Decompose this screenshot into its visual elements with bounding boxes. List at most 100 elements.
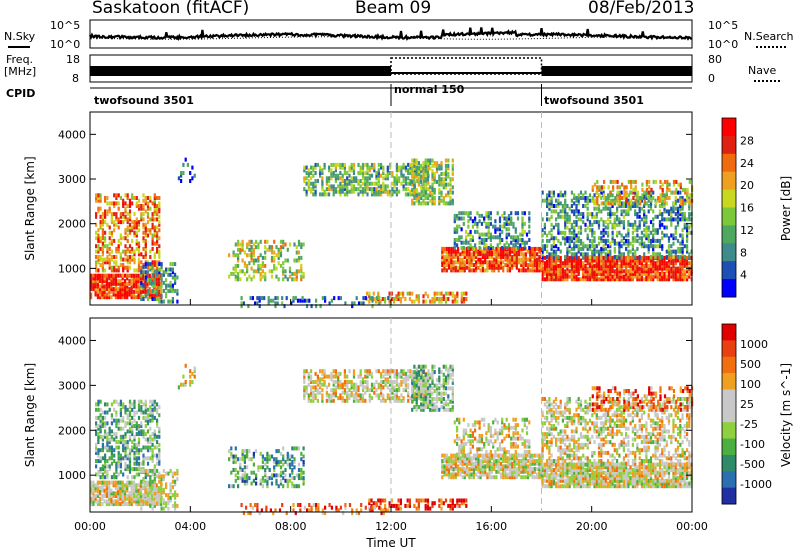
power-cell-228 xyxy=(153,273,156,278)
power-cell-3428 xyxy=(612,185,615,190)
power-cell-2734 xyxy=(564,222,567,227)
power-cell-340 xyxy=(106,209,109,214)
power-cell-558 xyxy=(144,246,147,251)
power-cell-2999 xyxy=(613,222,616,227)
power-cell-3524 xyxy=(675,187,678,192)
power-cell-103 xyxy=(119,295,122,300)
velocity-cell-665 xyxy=(158,429,161,434)
velocity-cell-991 xyxy=(303,369,306,374)
power-cell-1872 xyxy=(453,238,456,242)
power-cell-3268 xyxy=(667,246,671,251)
power-cell-1696 xyxy=(490,268,493,273)
power-cell-1090 xyxy=(346,176,349,181)
power-cell-2152 xyxy=(561,271,564,276)
power-cell-1555 xyxy=(445,249,448,254)
power-cell-157 xyxy=(132,273,136,278)
power-cell-1752 xyxy=(506,257,509,262)
power-cell-902 xyxy=(277,255,280,260)
power-cell-3698 xyxy=(355,296,358,301)
power-cell-1773 xyxy=(513,263,516,267)
power-cell-1136 xyxy=(361,173,365,178)
velocity-cell-1077 xyxy=(334,388,337,393)
power-cell-1714 xyxy=(495,257,498,262)
power-cell-1156 xyxy=(366,168,369,173)
velocity-cell-727 xyxy=(162,506,165,511)
power-cell-3421 xyxy=(607,185,610,190)
velocity-cell-508 xyxy=(133,410,136,415)
power-cell-1476 xyxy=(438,163,441,168)
power-cell-3650 xyxy=(256,296,259,301)
velocity-cell-1056 xyxy=(328,396,331,401)
power-cell-1211 xyxy=(384,189,387,194)
power-cell-2863 xyxy=(586,201,589,206)
power-cell-3485 xyxy=(645,182,648,187)
power-cell-2883 xyxy=(591,228,594,233)
power-cell-2851 xyxy=(584,196,587,200)
power-cell-2402 xyxy=(629,263,632,268)
power-cell-1927 xyxy=(474,219,477,224)
power-cell-282 xyxy=(97,206,100,211)
power-cell-3517 xyxy=(668,196,671,200)
power-cell-3279 xyxy=(670,233,673,238)
velocity-cell-481 xyxy=(128,399,132,404)
velocity-cell-368 xyxy=(113,453,116,458)
power-cell-3357 xyxy=(683,222,686,227)
power-cell-2201 xyxy=(575,266,578,271)
power-cell-2159 xyxy=(564,271,567,276)
power-cell-2559 xyxy=(672,263,675,268)
power-cell-2113 xyxy=(550,258,553,263)
power-cell-3213 xyxy=(654,214,657,219)
velocity-cell-775 xyxy=(180,382,183,387)
power-cell-1061 xyxy=(339,184,342,189)
power-cell-2332 xyxy=(611,274,614,279)
velocity-cell-764 xyxy=(174,493,177,498)
power-cell-2423 xyxy=(636,277,639,282)
velocity-cell-922 xyxy=(282,470,285,475)
power-cell-2214 xyxy=(579,277,583,282)
power-cell-941 xyxy=(295,258,298,263)
velocity-cell-947 xyxy=(291,470,294,475)
power-cell-1404 xyxy=(422,166,425,171)
power-cell-679 xyxy=(146,291,150,296)
power-cell-2754 xyxy=(566,214,569,219)
power-cell-1145 xyxy=(364,179,367,183)
power-cell-2015 xyxy=(507,232,511,237)
power-cell-2235 xyxy=(586,277,589,282)
power-cell-2373 xyxy=(622,277,625,282)
velocity-cell-1105 xyxy=(343,380,346,384)
power-cell-1456 xyxy=(433,177,436,182)
velocity-cell-614 xyxy=(151,459,154,463)
power-cell-1006 xyxy=(319,165,322,170)
power-cell-1750 xyxy=(506,263,509,267)
velocity-cell-887 xyxy=(266,451,269,456)
power-cell-127 xyxy=(126,295,129,300)
power-cell-3099 xyxy=(634,238,637,243)
velocity-cell-777 xyxy=(182,374,185,379)
velocity-cell-290 xyxy=(99,413,102,418)
power-cell-1348 xyxy=(411,174,414,179)
power-cell-1092 xyxy=(348,189,351,194)
power-cell-2493 xyxy=(654,266,657,271)
power-cell-3426 xyxy=(612,201,615,206)
power-cell-80 xyxy=(112,292,115,297)
power-cell-1758 xyxy=(508,265,512,270)
power-cell-1390 xyxy=(420,179,423,184)
power-cell-3089 xyxy=(631,238,634,243)
velocity-cell-811 xyxy=(237,476,240,481)
velocity-cell-347 xyxy=(108,432,111,437)
power-cell-957 xyxy=(300,242,303,247)
power-cell-550 xyxy=(142,206,145,211)
power-cell-1208 xyxy=(382,171,385,175)
velocity-cell-423 xyxy=(122,442,125,447)
velocity-cell-388 xyxy=(115,410,118,415)
power-cell-3453 xyxy=(625,193,628,198)
power-cell-845 xyxy=(252,247,255,252)
power-cell-150 xyxy=(132,295,136,300)
power-cell-3304 xyxy=(674,225,677,230)
power-cell-1174 xyxy=(373,187,376,192)
power-cell-958 xyxy=(302,274,305,279)
velocity-cell-768 xyxy=(174,471,177,476)
power-cell-475 xyxy=(128,204,132,208)
power-cell-999 xyxy=(314,162,317,167)
velocity-cell-1190 xyxy=(373,385,376,390)
